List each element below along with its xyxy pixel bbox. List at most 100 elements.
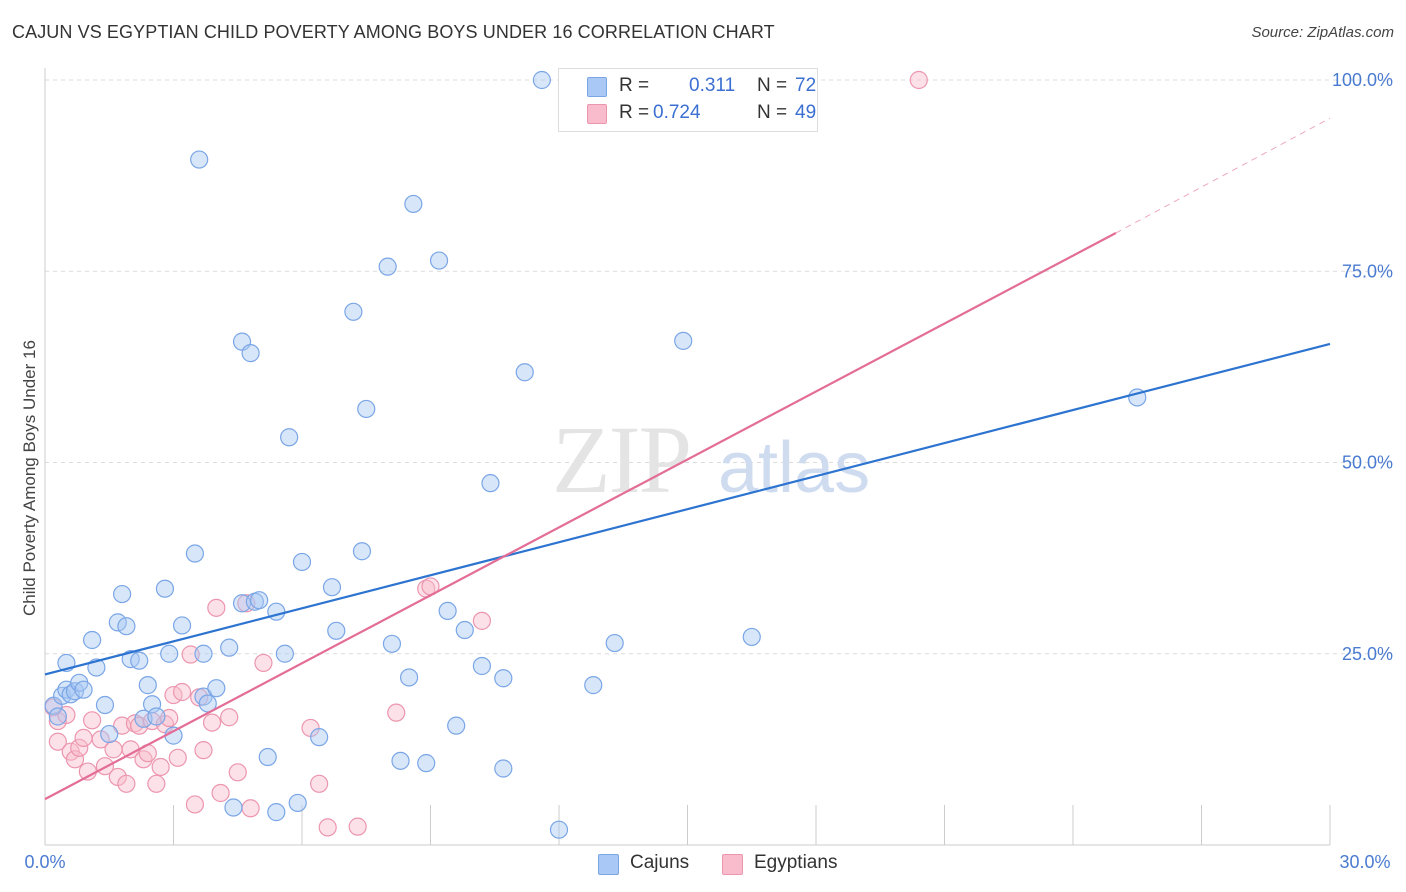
cajuns-point [357, 399, 376, 419]
egyptians-point [104, 740, 123, 759]
cajuns-point [494, 759, 513, 778]
egyptians-point [254, 653, 273, 673]
egyptians-point [168, 748, 187, 767]
legend-r-label: R = [619, 75, 650, 96]
cajuns-point [220, 638, 239, 657]
cajuns-point [258, 747, 277, 767]
cajuns-point [481, 474, 500, 493]
egyptians-legend-label: Egyptians [754, 852, 838, 873]
egyptians-point [472, 611, 491, 630]
cajuns-point [378, 257, 397, 276]
egyptians-point [348, 817, 367, 836]
cajuns-point [429, 251, 449, 270]
cajuns-point [404, 194, 423, 214]
cajuns-point [310, 728, 329, 747]
egyptians-trend-line [44, 232, 1117, 801]
egyptians-point [65, 750, 85, 769]
cajuns-point [112, 584, 132, 604]
cajuns-trend-line [44, 342, 1331, 676]
cajuns-point [74, 680, 93, 699]
cajuns-point [399, 668, 419, 687]
cajuns-point [207, 679, 226, 698]
legend-swatch-cajuns [587, 77, 607, 97]
egyptians-point [909, 70, 928, 90]
egyptians-point [147, 774, 166, 793]
legend-r-value: 0.311 [689, 75, 736, 96]
trend-lines [44, 117, 1331, 801]
cajuns-point [674, 331, 693, 350]
cajuns-point [438, 601, 457, 621]
cajuns-point [194, 644, 213, 663]
egyptians-point [194, 741, 213, 760]
egyptians-point [48, 732, 67, 751]
egyptians-point [70, 738, 89, 757]
cajuns-point [100, 724, 119, 744]
stats-legend: R = 0.311 N = 72 R = 0.724 N = 49 [558, 68, 818, 132]
cajuns-point [288, 793, 307, 813]
cajuns-point [532, 70, 551, 90]
cajuns-point [241, 344, 260, 363]
cajuns-point [275, 644, 294, 663]
egyptians-point [185, 795, 205, 814]
y-tick-label: 50.0% [1342, 453, 1393, 473]
egyptians-point [91, 730, 110, 749]
cajuns-point [172, 616, 192, 635]
legend-n-value: 49 [795, 102, 817, 123]
egyptians-point [181, 645, 200, 664]
cajuns-point [108, 613, 127, 632]
legend-r-label: R = [619, 102, 650, 123]
egyptians-point [172, 682, 192, 702]
legend-swatch-egyptians [587, 104, 607, 124]
watermark-zip: ZIP [552, 406, 690, 513]
cajuns-point [447, 716, 466, 735]
cajuns-point [147, 707, 166, 726]
egyptians-point [202, 713, 222, 732]
legend-r-value: 0.724 [653, 102, 701, 123]
egyptians-point [74, 728, 93, 748]
cajuns-point [160, 644, 179, 663]
cajuns-point [455, 620, 474, 640]
cajuns-point [130, 651, 149, 670]
egyptians-point [211, 783, 230, 803]
cajuns-point [417, 754, 436, 773]
cajuns-point [292, 552, 312, 572]
cajuns-point [472, 656, 491, 676]
tick-labels: 25.0% 50.0% 75.0% 100.0% 0.0% 30.0% [24, 70, 1393, 872]
egyptians-point [318, 818, 337, 837]
cajuns-point [549, 820, 569, 839]
cajuns-point [605, 633, 624, 653]
y-tick-label: 100.0% [1332, 70, 1393, 90]
cajuns-legend-label: Cajuns [630, 852, 690, 873]
cajuns-point [190, 150, 209, 169]
egyptians-point [228, 763, 247, 782]
cajuns-point [48, 707, 67, 726]
cajuns-point [515, 363, 534, 382]
cajuns-point [138, 676, 157, 695]
cajuns-point [584, 676, 603, 695]
cajuns-point [352, 542, 372, 561]
cajuns-point [267, 803, 286, 822]
egyptians-point [207, 598, 226, 617]
x-tick-label: 0.0% [24, 852, 65, 872]
cajuns-point [155, 579, 175, 598]
cajuns-point [382, 634, 402, 653]
egyptians-point [151, 757, 170, 777]
legend-n-value: 72 [795, 75, 817, 96]
y-tick-label: 25.0% [1342, 644, 1393, 664]
legend-n-label: N = [757, 75, 788, 96]
cajuns-point [95, 695, 115, 715]
y-tick-label: 75.0% [1342, 261, 1393, 281]
chart-title: CAJUN VS EGYPTIAN CHILD POVERTY AMONG BO… [12, 22, 775, 42]
cajuns-point [322, 578, 342, 597]
gridlines [45, 79, 1392, 655]
x-tick-label: 30.0% [1339, 852, 1390, 872]
egyptians-point [241, 799, 260, 818]
cajuns-point [185, 544, 205, 563]
cajuns-point [117, 617, 136, 636]
egyptians-point [83, 711, 102, 730]
cajuns-point [494, 669, 513, 688]
cajuns-point [344, 302, 363, 321]
legend-n-label: N = [757, 102, 788, 123]
egyptians-point [117, 774, 136, 793]
